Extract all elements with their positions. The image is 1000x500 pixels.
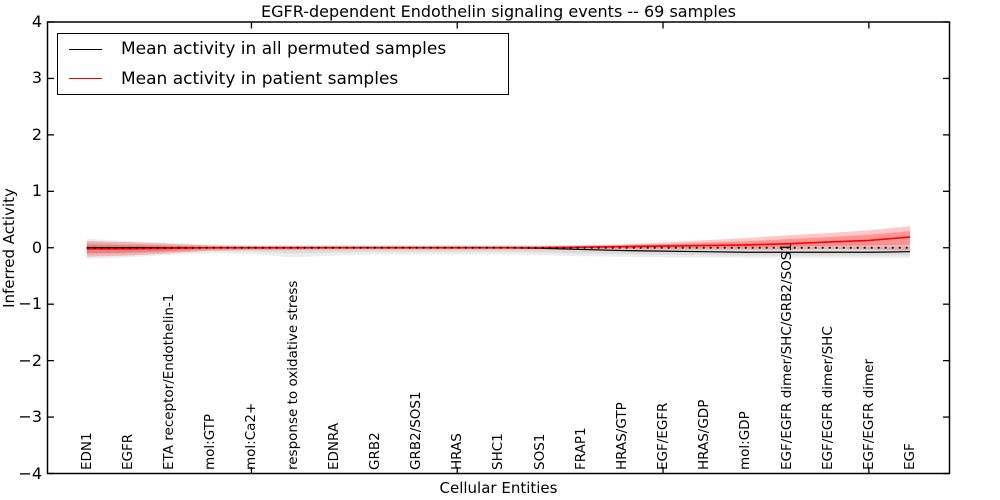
x-category-label: EGF/EGFR dimer/SHC/GRB2/SOS1 [778, 243, 795, 470]
x-category-label: SOS1 [531, 433, 548, 470]
x-category-label: HRAS/GDP [696, 399, 713, 470]
legend-item-patient: Mean activity in patient samples [58, 64, 508, 93]
x-category-label: EDNRA [325, 422, 342, 470]
y-tick-label: 3 [31, 68, 42, 88]
y-tick-label: 0 [31, 237, 42, 257]
x-category-label: mol:Ca2+ [243, 402, 260, 470]
x-category-label: mol:GDP [737, 411, 754, 470]
legend-item-permuted: Mean activity in all permuted samples [58, 35, 508, 64]
y-tick-label: −3 [18, 407, 42, 427]
legend-label-permuted: Mean activity in all permuted samples [121, 39, 447, 60]
x-category-label: SHC1 [490, 433, 507, 470]
y-tick-label: 2 [31, 124, 42, 144]
y-tick-label: 4 [31, 12, 42, 31]
x-category-label: EGF/EGFR [655, 402, 672, 470]
x-axis-label: Cellular Entities [439, 479, 558, 497]
x-category-label: EGF/EGFR dimer/SHC [819, 326, 836, 470]
y-tick-label: −4 [18, 463, 42, 483]
chart-title: EGFR-dependent Endothelin signaling even… [261, 2, 736, 21]
x-category-label: FRAP1 [572, 427, 589, 470]
x-category-label: HRAS [449, 433, 466, 470]
x-category-label: ETA receptor/Endothelin-1 [161, 293, 178, 470]
black-line-sample-icon [69, 48, 102, 50]
red-line-sample-icon [69, 78, 102, 80]
x-category-label: EGF [902, 443, 918, 470]
x-category-label: response to oxidative stress [284, 280, 301, 470]
x-category-label: GRB2 [366, 432, 383, 470]
y-tick-label: −2 [18, 350, 42, 370]
x-category-label: EDN1 [78, 432, 95, 470]
legend: Mean activity in all permuted samples Me… [57, 33, 509, 95]
y-tick-label: −1 [18, 294, 42, 314]
x-category-label: mol:GTP [202, 413, 219, 470]
x-category-label: HRAS/GTP [613, 402, 630, 470]
legend-label-patient: Mean activity in patient samples [121, 68, 399, 89]
x-category-label: GRB2/SOS1 [408, 391, 425, 470]
y-tick-label: 1 [31, 181, 42, 201]
x-category-label: EGFR [119, 433, 136, 470]
x-category-label: EGF/EGFR dimer [860, 358, 877, 470]
